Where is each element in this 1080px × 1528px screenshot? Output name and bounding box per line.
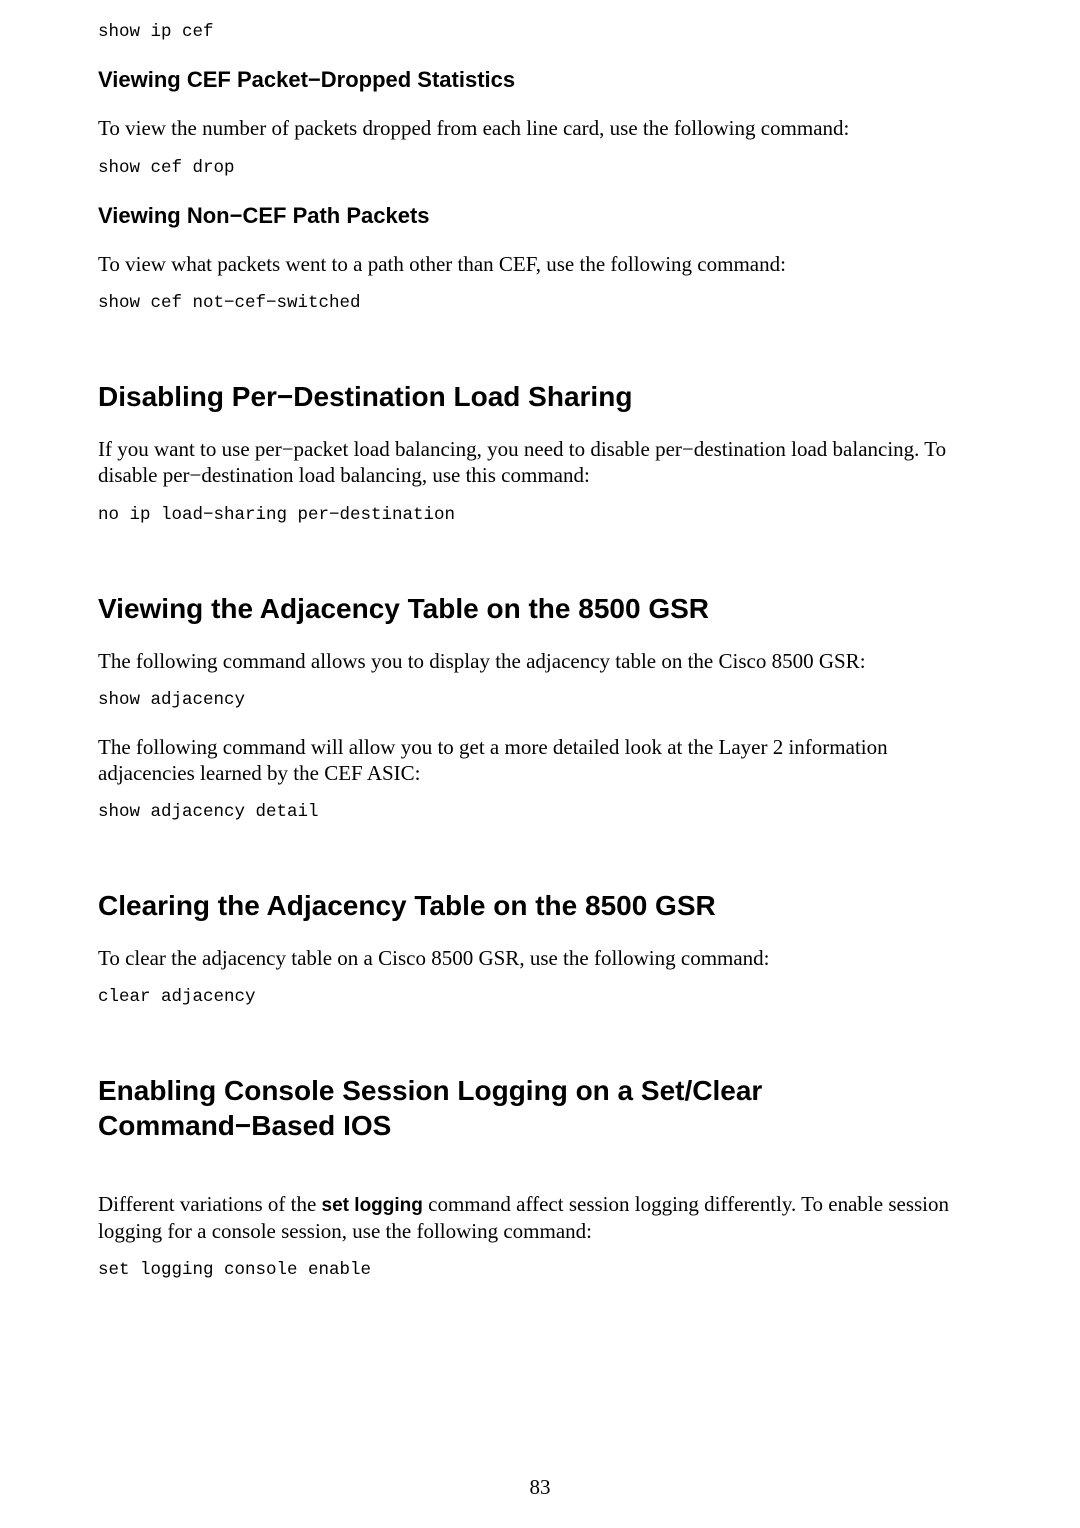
page-number: 83 <box>0 1475 1080 1500</box>
body-paragraph: To view what packets went to a path othe… <box>98 251 982 277</box>
code-block: show adjacency <box>98 690 982 712</box>
body-text-bold: set logging <box>322 1195 423 1216</box>
body-paragraph: Different variations of the set logging … <box>98 1191 982 1244</box>
code-block: no ip load−sharing per−destination <box>98 505 982 527</box>
heading-level-3: Viewing CEF Packet−Dropped Statistics <box>98 66 982 94</box>
body-paragraph: The following command will allow you to … <box>98 734 982 787</box>
body-paragraph: To view the number of packets dropped fr… <box>98 115 982 141</box>
body-paragraph: To clear the adjacency table on a Cisco … <box>98 945 982 971</box>
code-block: set logging console enable <box>98 1260 982 1282</box>
body-paragraph: The following command allows you to disp… <box>98 648 982 674</box>
heading-level-2: Disabling Per−Destination Load Sharing <box>98 379 982 414</box>
heading-level-2: Enabling Console Session Logging on a Se… <box>98 1073 982 1143</box>
heading-level-3: Viewing Non−CEF Path Packets <box>98 202 982 230</box>
code-block: clear adjacency <box>98 987 982 1009</box>
body-paragraph: If you want to use per−packet load balan… <box>98 436 982 489</box>
heading-level-2: Viewing the Adjacency Table on the 8500 … <box>98 591 982 626</box>
code-block: show cef not−cef−switched <box>98 293 982 315</box>
document-page: show ip cef Viewing CEF Packet−Dropped S… <box>0 0 1080 1528</box>
code-block: show adjacency detail <box>98 802 982 824</box>
code-block: show cef drop <box>98 158 982 180</box>
heading-level-2: Clearing the Adjacency Table on the 8500… <box>98 888 982 923</box>
body-text-run: Different variations of the <box>98 1192 322 1216</box>
code-block: show ip cef <box>98 22 982 44</box>
